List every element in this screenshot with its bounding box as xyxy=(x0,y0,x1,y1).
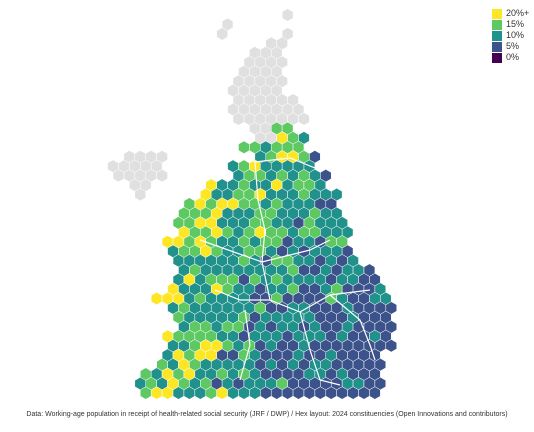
region-border-line xyxy=(236,149,321,171)
region-border-line xyxy=(214,289,270,301)
region-border-line xyxy=(299,311,341,386)
no-data-hex xyxy=(134,187,146,202)
legend-item-10: 10% xyxy=(492,30,529,41)
legend: 20%+ 15% 10% 5% 0% xyxy=(492,8,529,63)
no-data-hex xyxy=(298,112,310,126)
legend-item-5: 5% xyxy=(492,41,529,52)
region-border-line xyxy=(239,309,251,381)
legend-label: 10% xyxy=(506,30,525,40)
no-data-hex xyxy=(156,169,168,183)
region-borders xyxy=(199,149,376,386)
region-border-line xyxy=(199,239,331,263)
legend-swatch xyxy=(492,41,502,52)
constituency-hexes xyxy=(107,8,397,400)
legend-label: 20%+ xyxy=(506,8,530,18)
legend-label: 5% xyxy=(506,41,520,51)
legend-label: 15% xyxy=(506,19,525,29)
legend-swatch xyxy=(492,8,502,19)
legend-item-20: 20%+ xyxy=(492,8,529,19)
legend-item-15: 15% xyxy=(492,19,529,30)
data-source-caption: Data: Working-age population in receipt … xyxy=(26,411,508,418)
constituency-hex xyxy=(150,291,163,306)
legend-item-0: 0% xyxy=(492,52,529,63)
constituency-hex xyxy=(385,339,397,353)
legend-swatch xyxy=(492,30,502,41)
constituency-hex xyxy=(369,386,381,400)
legend-swatch xyxy=(492,19,502,30)
region-border-line xyxy=(254,161,266,263)
no-data-hex xyxy=(216,27,228,41)
no-data-hex xyxy=(281,8,294,22)
region-border-line xyxy=(329,294,376,361)
legend-swatch xyxy=(492,52,502,63)
legend-label: 0% xyxy=(506,52,520,62)
